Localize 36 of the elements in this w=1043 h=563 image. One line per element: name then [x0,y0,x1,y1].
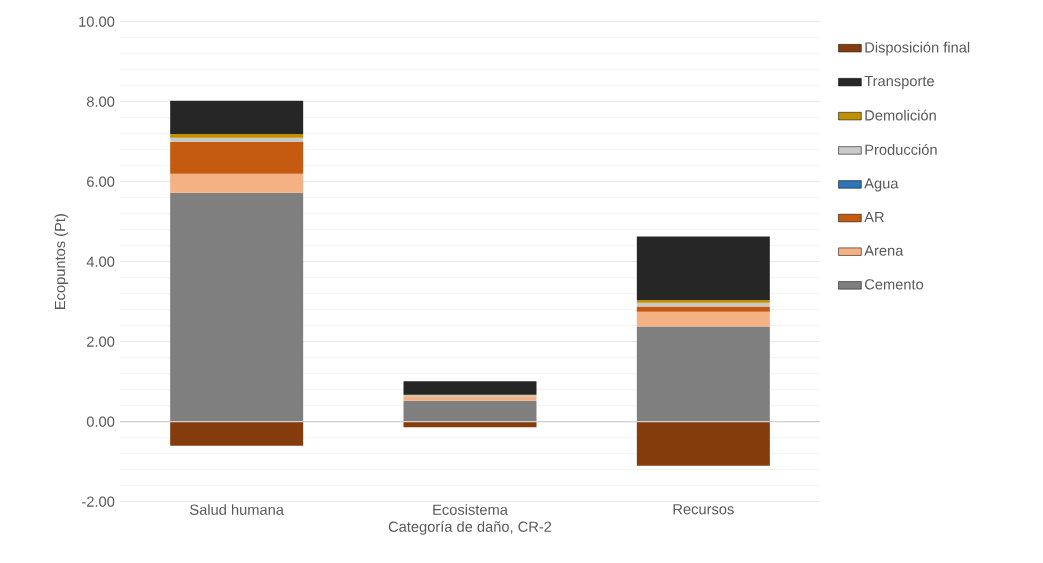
legend-label: Transporte [864,76,934,90]
bar [636,326,770,422]
y-tick-label: 10.00 [79,16,115,27]
bar [403,400,537,422]
y-tick-label: -2.00 [82,496,115,507]
bar [636,306,770,312]
y-tick-label: 4.00 [86,256,115,267]
y-axis-title: Ecopuntos (Pt) [54,214,69,309]
bar [636,236,770,301]
bar [636,421,770,466]
bar [170,192,304,422]
legend-label: Cemento [864,279,924,290]
x-tick-label: Salud humana [190,504,284,515]
bar [170,173,304,193]
x-axis-title: Categoría de daño, CR-2 [388,520,552,535]
legend-label: Disposición final [865,41,970,56]
bar [403,381,537,395]
y-tick-label: 0.00 [86,416,115,427]
bar [636,300,770,303]
bar [170,142,304,174]
bar [170,421,304,446]
legend-label: Arena [864,245,904,256]
legend-label: Demolición [865,109,936,121]
y-tick-label: 6.00 [87,176,115,187]
y-tick-label: 8.00 [86,96,115,107]
bar [170,134,304,138]
y-tick-label: 2.00 [87,336,115,347]
bar [403,396,537,401]
bar [170,100,304,135]
x-tick-label: Recursos [673,504,734,515]
x-tick-label: Ecosistema [433,504,508,515]
bar [170,137,304,143]
legend-label: Agua [864,178,899,192]
legend-label: AR [864,211,884,222]
bar [636,311,770,327]
legend-label: Producción [865,143,937,155]
